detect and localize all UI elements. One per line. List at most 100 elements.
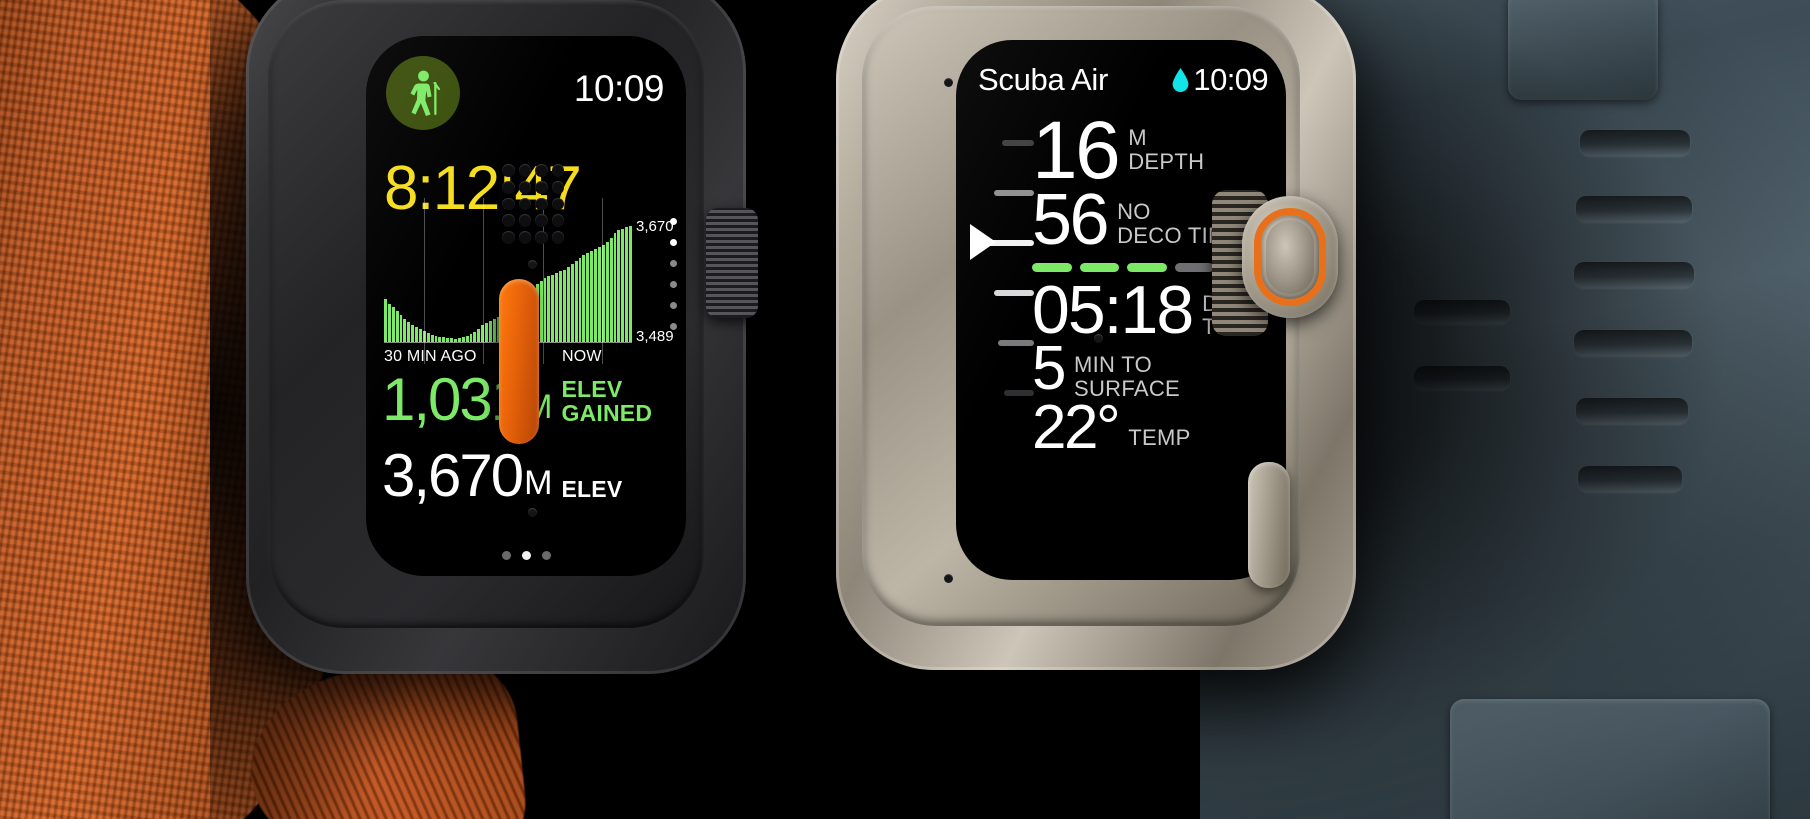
stat-label-line2: GAINED [561,399,653,426]
workout-clock: 10:09 [573,68,665,109]
chart-bar [426,332,430,342]
apple-watch-ultra-black-titanium: 10:09 8:12:47 3,670 3,489 30 MIN AGO NOW [246,0,746,674]
metric-caption-line1: NO [1117,198,1151,224]
chart-bar [430,334,434,342]
segment [1079,262,1120,272]
chart-bar [411,324,415,342]
chart-bar [446,337,450,342]
metric-temperature: 22° TEMP [1032,393,1276,463]
chart-bar [492,319,496,342]
chart-bar [391,307,395,342]
chart-x-end: NOW [562,348,602,365]
chart-bar [597,247,601,342]
chart-bar [586,252,590,342]
chart-bar [601,244,605,342]
metric-caption: M DEPTH [1128,114,1204,174]
chart-bar [419,329,422,342]
chart-bar [582,255,586,342]
dive-metrics-list: 16 M DEPTH 56 NO DECO TIME [1032,105,1276,463]
chart-bar [395,311,399,342]
chart-bar [574,260,578,342]
chart-bar [590,250,594,342]
chart-bar [489,321,492,342]
workout-status-bar: 10:09 [386,56,666,130]
chart-bar [422,331,426,342]
depth-marker-triangle-icon [970,224,996,260]
metric-caption-line2: DECO TIME [1117,222,1242,248]
chart-bar [617,230,621,342]
chart-bar [551,274,555,342]
workout-elapsed-timer: 8:12:47 [384,154,582,223]
chart-bar [594,249,597,342]
chart-axis-max: 3,670 [636,218,674,235]
microphone-port [528,508,537,517]
digital-crown-face[interactable] [1266,220,1314,294]
water-drop-icon [1173,68,1189,92]
chart-bar [442,337,446,342]
chart-bar [477,328,481,342]
metric-value: 5 [1032,333,1066,403]
stat-label: ELEV [561,475,623,502]
stat-elevation: 3,670 M ELEV [382,442,623,509]
chart-bar [461,337,465,342]
chart-bar [562,269,566,342]
chart-bar [469,334,473,342]
side-button[interactable] [1248,462,1290,588]
segment [1127,262,1167,272]
microphone-port [1094,334,1103,343]
chart-bar [629,226,632,342]
chart-bar [465,336,469,342]
scuba-clock: 10:09 [1193,62,1268,97]
metric-value: 05:18 [1032,271,1194,348]
stat-value: 3,670 [382,442,524,509]
metric-caption-line1: M [1128,125,1147,150]
metric-caption-line2: DEPTH [1128,148,1205,174]
chart-bar [543,278,547,342]
chart-x-start: 30 MIN AGO [384,348,477,365]
chart-bar [457,337,461,342]
microphone-port [528,260,537,269]
scuba-mode-title: Scuba Air [978,62,1108,97]
metric-caption-line2: SURFACE [1073,375,1180,401]
chart-bar [625,227,629,342]
stat-elevation-gained: 1,031 M ELEV GAINED [382,369,652,429]
metric-caption-line1: MIN TO [1073,351,1152,377]
stat-label: ELEV GAINED [561,378,652,427]
metric-depth: 16 M DEPTH [1032,105,1276,196]
page-dots[interactable] [366,551,686,560]
chart-bar [605,241,609,342]
chart-bar [434,336,438,342]
metric-no-deco-time: 56 NO DECO TIME [1032,184,1276,256]
metric-value: 22° [1032,393,1121,463]
chart-axis-min: 3,489 [636,328,674,345]
depth-sensor-port [944,78,953,87]
metric-caption: TEMP [1128,425,1191,451]
action-button[interactable] [499,279,539,444]
depth-sensor-port [944,574,953,583]
hiker-icon [386,56,460,130]
chart-bar [403,318,407,342]
chart-bar [555,273,559,342]
segment [1032,262,1072,272]
scuba-status-bar: Scuba Air 10:09 [978,62,1269,98]
metric-value: 16 [1032,105,1121,196]
chart-bar [496,317,500,342]
chart-bar [450,337,454,342]
digital-crown-left[interactable] [706,208,758,318]
stat-label-line1: ELEV [561,376,623,403]
chart-bar [481,325,485,342]
chart-bar [485,322,489,342]
page-scroll-indicator[interactable] [670,218,677,330]
chart-bar [621,228,625,342]
digital-crown-orange-ring [1254,208,1326,306]
chart-bar [438,336,442,342]
chart-bar [399,314,403,342]
chart-bar [609,237,613,342]
chart-bar [539,280,543,342]
chart-bar [415,327,419,342]
scuba-clock-group: 10:09 [1172,62,1269,98]
chart-bar [407,321,411,342]
segment [1174,262,1215,272]
chart-bar [578,257,582,342]
